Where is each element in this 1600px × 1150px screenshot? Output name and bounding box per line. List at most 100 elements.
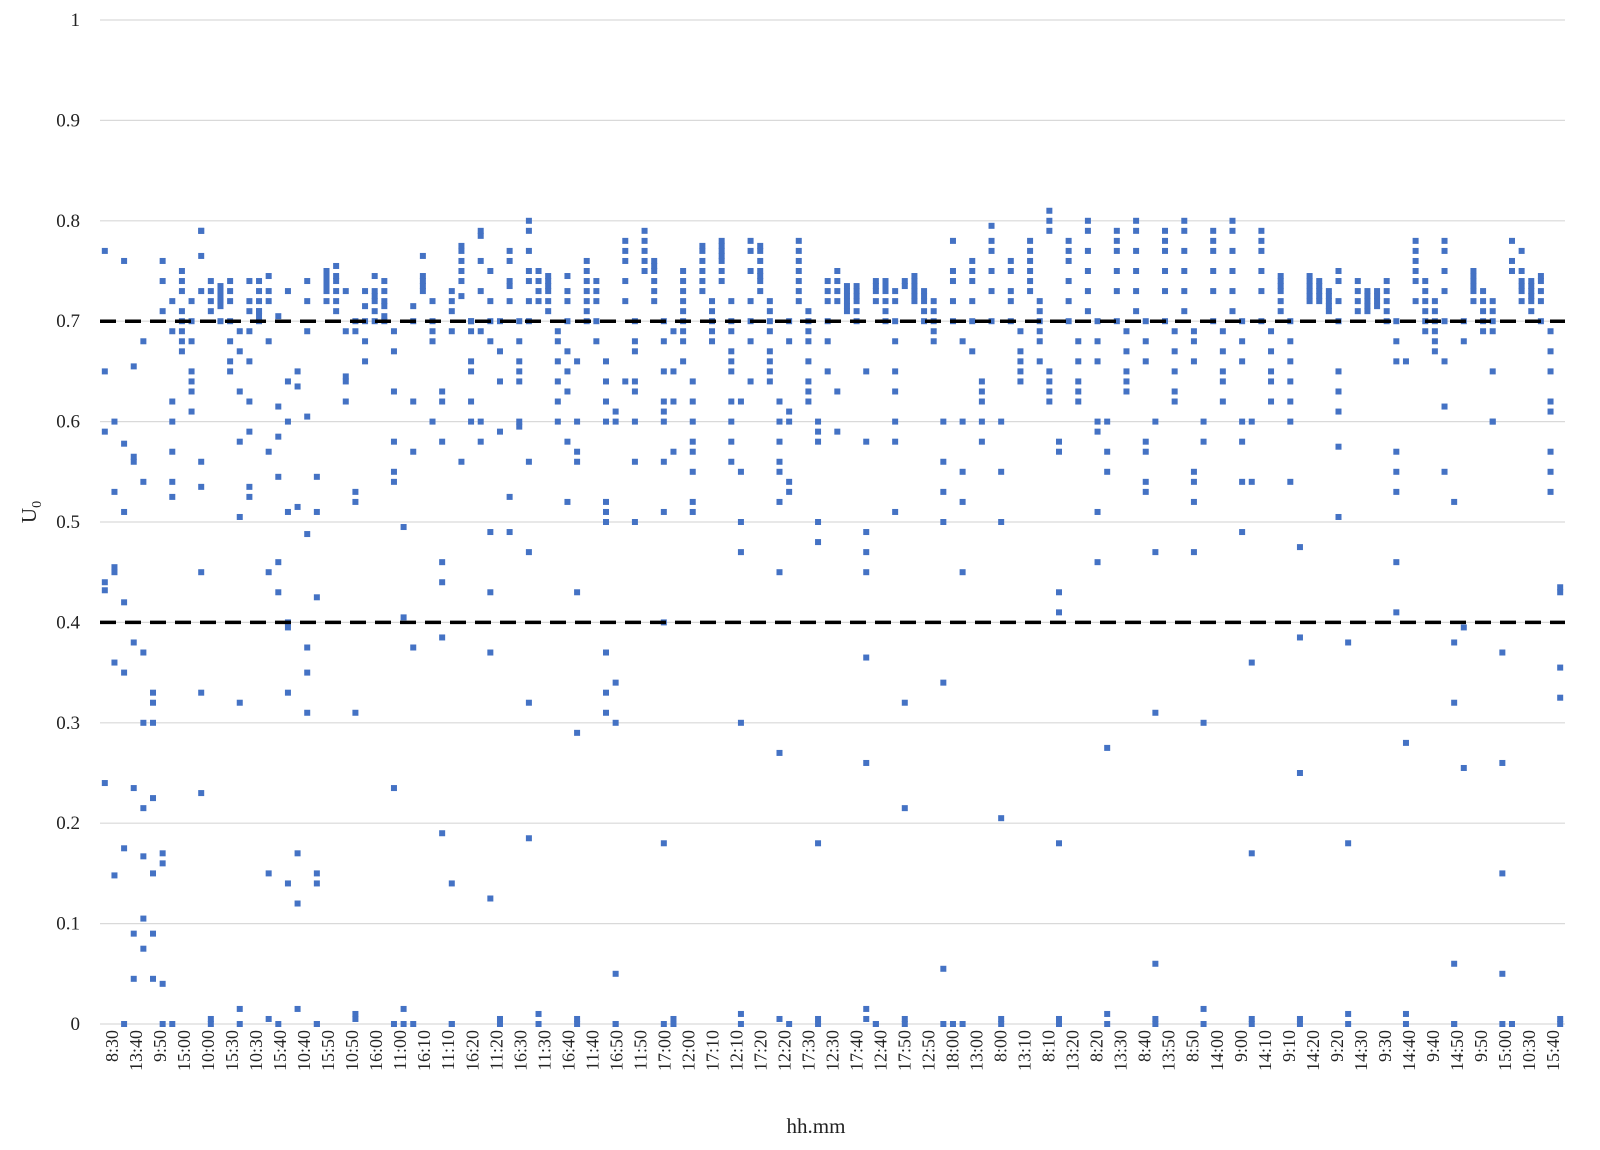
data-point (583, 268, 590, 274)
data-point (1142, 448, 1149, 455)
data-point (506, 493, 513, 500)
data-point (506, 529, 513, 536)
data-point (1142, 488, 1149, 495)
data-point (265, 273, 272, 280)
data-point (795, 247, 802, 254)
data-point (198, 483, 205, 490)
data-point (1306, 278, 1313, 285)
data-point (227, 358, 234, 365)
data-point (390, 438, 397, 445)
x-tick-label: 9:50 (150, 1030, 170, 1062)
data-point (718, 257, 725, 264)
data-point (583, 257, 590, 264)
data-point (1017, 378, 1024, 385)
data-point (1123, 378, 1130, 385)
data-point (150, 870, 157, 877)
data-point (940, 418, 947, 425)
data-point (689, 468, 696, 475)
y-tick-label: 0.5 (56, 512, 80, 533)
data-point (1181, 288, 1188, 295)
data-point (1460, 338, 1467, 345)
data-point (776, 398, 783, 405)
data-point (805, 308, 812, 315)
x-tick-label: 13:50 (1159, 1030, 1179, 1071)
data-point (564, 388, 571, 395)
data-point (342, 328, 349, 335)
data-point (1499, 1021, 1506, 1027)
data-point (1470, 273, 1477, 280)
x-tick-label: 9:40 (1423, 1030, 1443, 1062)
data-point (1239, 338, 1246, 345)
data-point (419, 278, 426, 285)
data-point (150, 699, 157, 706)
x-tick-label: 10:30 (246, 1030, 266, 1071)
data-point (516, 418, 523, 425)
y-tick-label: 0.6 (56, 412, 80, 433)
x-tick-label: 14:40 (1399, 1030, 1419, 1071)
data-point (448, 298, 455, 305)
data-point (1345, 1021, 1352, 1027)
data-point (1316, 298, 1323, 305)
data-point (728, 328, 735, 335)
data-point (439, 438, 446, 445)
data-point (1190, 468, 1197, 475)
data-point (882, 308, 889, 315)
data-point (1287, 478, 1294, 485)
data-point (198, 458, 205, 465)
data-point (603, 378, 610, 385)
data-point (458, 242, 465, 249)
data-point (178, 288, 185, 295)
data-point (737, 468, 744, 475)
data-point (718, 247, 725, 254)
data-point (1374, 303, 1381, 310)
data-point (1528, 308, 1535, 315)
data-point (1152, 1021, 1159, 1027)
data-point (1181, 308, 1188, 315)
data-point (198, 569, 205, 576)
data-point (776, 468, 783, 475)
data-point (429, 418, 436, 425)
data-point (545, 298, 552, 305)
data-point (1402, 1010, 1409, 1017)
y-tick-label: 1 (71, 10, 81, 31)
data-point (1557, 694, 1564, 701)
x-tick-label: 15:40 (270, 1030, 290, 1071)
x-tick-label: 10:40 (294, 1030, 314, 1071)
data-point (1229, 268, 1236, 274)
data-point (439, 559, 446, 566)
data-point (921, 308, 928, 315)
data-point (911, 283, 918, 290)
x-tick-label: 13:20 (1063, 1030, 1083, 1071)
data-point (169, 418, 176, 425)
data-point (892, 418, 899, 425)
data-point (419, 283, 426, 290)
data-point (1065, 247, 1072, 254)
data-point (554, 418, 561, 425)
data-point (448, 880, 455, 887)
data-point (390, 468, 397, 475)
data-point (140, 805, 147, 812)
data-point (1499, 870, 1506, 877)
data-point (863, 569, 870, 576)
data-point (381, 288, 388, 295)
data-point (1219, 328, 1226, 335)
data-point (1258, 268, 1265, 274)
data-point (1451, 498, 1458, 505)
data-point (1547, 408, 1554, 415)
data-point (1055, 448, 1062, 455)
data-point (1306, 293, 1313, 300)
data-point (911, 298, 918, 305)
data-point (786, 1021, 793, 1027)
data-point (246, 483, 253, 490)
data-point (757, 247, 764, 254)
data-point (1528, 278, 1535, 285)
data-point (843, 298, 850, 305)
data-point (304, 644, 311, 651)
data-point (496, 1021, 503, 1027)
data-point (458, 257, 465, 264)
data-point (159, 980, 166, 987)
data-point (1268, 328, 1275, 335)
data-point (728, 398, 735, 405)
data-point (496, 318, 503, 325)
data-point (583, 288, 590, 295)
